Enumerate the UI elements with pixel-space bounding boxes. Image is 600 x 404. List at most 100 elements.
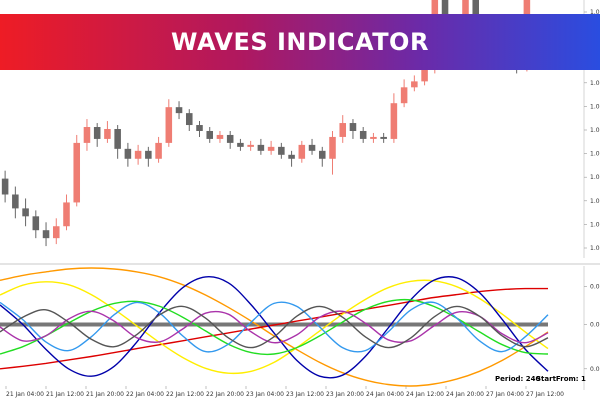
wave-line	[0, 301, 549, 353]
candle	[278, 142, 285, 159]
candle-body	[114, 129, 121, 149]
candle-body	[318, 150, 326, 159]
price-tick-label: 1.0	[590, 174, 600, 181]
candle	[73, 134, 81, 207]
candle-body	[247, 144, 254, 147]
candle	[104, 121, 111, 143]
candle-body	[42, 230, 50, 239]
candle	[257, 138, 265, 155]
candle	[288, 150, 295, 167]
candle-body	[390, 103, 398, 139]
candle-body	[134, 150, 142, 159]
oscillator-pane: 0.0 0.0 0.0	[0, 266, 600, 390]
wave-line	[0, 310, 549, 344]
price-tick-label: 1.0	[590, 151, 600, 158]
candle-body	[175, 107, 183, 114]
osc-y-ticks: 0.0 0.0 0.0	[584, 284, 600, 373]
osc-tick-label: 0.0	[590, 366, 600, 373]
osc-tick-label: 0.0	[590, 322, 600, 329]
candle	[93, 123, 101, 147]
candle-body	[83, 127, 91, 143]
candle-body	[145, 150, 152, 159]
wave-line	[0, 279, 549, 375]
x-tick-label: 21 Jan 12:00	[46, 391, 84, 398]
x-tick-label: 22 Jan 20:00	[206, 391, 244, 398]
candle	[226, 130, 234, 149]
candle-body	[400, 87, 408, 104]
candle-body	[237, 142, 244, 147]
x-tick-label: 27 Jan 12:00	[526, 391, 564, 398]
candle	[370, 132, 377, 143]
candle	[359, 127, 367, 143]
candle-body	[63, 202, 70, 227]
x-tick-label: 21 Jan 20:00	[86, 391, 124, 398]
candle	[185, 109, 193, 131]
candle-body	[349, 123, 357, 131]
price-tick-label: 1.0	[590, 9, 600, 16]
x-tick-label: 27 Jan 04:00	[486, 391, 524, 398]
price-tick-label: 1.0	[590, 245, 600, 252]
price-tick-label: 1.0	[590, 103, 600, 110]
x-tick-label: 22 Jan 04:00	[126, 391, 164, 398]
candle-body	[165, 107, 173, 143]
candle-body	[93, 127, 101, 139]
candle	[145, 146, 152, 167]
candle-body	[278, 146, 285, 155]
candle	[155, 136, 162, 163]
x-tick-label: 21 Jan 04:00	[6, 391, 44, 398]
candle-body	[329, 136, 336, 159]
x-tick-label: 24 Jan 04:00	[366, 391, 404, 398]
x-tick-label: 24 Jan 12:00	[406, 391, 444, 398]
candle	[114, 125, 121, 159]
period-readout: Period: 240	[495, 375, 541, 383]
candle-body	[12, 194, 19, 209]
candle	[83, 119, 91, 151]
candle-body	[216, 134, 224, 139]
wave-line	[0, 287, 549, 370]
wave-line	[0, 276, 549, 379]
candle-body	[298, 144, 306, 159]
startfrom-readout: StartFrom: 1	[536, 375, 586, 383]
candle-body	[104, 129, 111, 139]
x-tick-label: 23 Jan 12:00	[286, 391, 324, 398]
wave-lines	[0, 267, 549, 387]
candle-body	[32, 216, 40, 231]
x-tick-label: 22 Jan 12:00	[166, 391, 204, 398]
candle	[175, 101, 183, 120]
candle-body	[339, 123, 347, 137]
price-tick-label: 1.0	[590, 80, 600, 87]
candle	[32, 210, 40, 239]
candle	[206, 127, 214, 143]
candle	[1, 170, 9, 203]
candle-body	[185, 113, 193, 126]
candle-body	[421, 69, 428, 82]
candle-body	[206, 130, 214, 139]
banner-title: WAVES INDICATOR	[171, 28, 429, 56]
candle	[12, 186, 19, 219]
candle	[329, 130, 336, 175]
candle	[400, 79, 408, 108]
candle-body	[124, 148, 132, 159]
candle	[124, 142, 132, 167]
candle	[63, 194, 70, 231]
candle	[380, 132, 387, 143]
candle-body	[73, 142, 81, 203]
candle	[165, 99, 173, 147]
candle-body	[411, 81, 418, 88]
candle	[134, 144, 142, 165]
candle	[298, 140, 306, 163]
candle-body	[196, 125, 203, 131]
candle-body	[370, 136, 377, 139]
candle	[216, 130, 224, 143]
candle-body	[52, 226, 60, 239]
price-tick-label: 1.0	[590, 127, 600, 134]
candle-body	[359, 130, 367, 139]
candle-body	[257, 144, 265, 151]
candle	[52, 218, 60, 245]
x-tick-label: 23 Jan 20:00	[326, 391, 364, 398]
price-tick-label: 1.0	[590, 198, 600, 205]
x-tick-label: 23 Jan 04:00	[246, 391, 284, 398]
candle-body	[22, 208, 29, 217]
wave-line	[0, 267, 549, 387]
candle	[390, 93, 398, 143]
